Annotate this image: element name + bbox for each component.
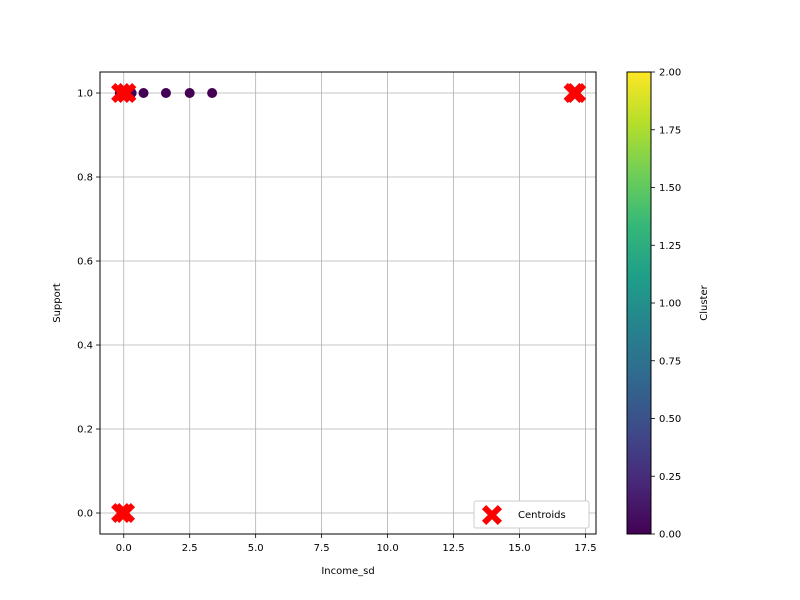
colorbar-tick-label: 1.50 bbox=[659, 183, 681, 194]
data-point bbox=[207, 88, 218, 98]
data-point bbox=[184, 88, 195, 98]
grid-lines bbox=[100, 72, 596, 534]
centroid-marker bbox=[116, 83, 137, 103]
y-tick-label: 0.8 bbox=[77, 173, 93, 184]
legend-centroid-marker bbox=[482, 505, 502, 525]
x-tick-label: 0.0 bbox=[116, 543, 132, 554]
data-point bbox=[138, 88, 149, 98]
legend: Centroids bbox=[473, 500, 590, 529]
y-tick-label: 0.0 bbox=[77, 509, 93, 520]
y-tick-label: 0.6 bbox=[77, 257, 93, 268]
colorbar-tick-label: 0.00 bbox=[659, 530, 681, 541]
x-tick-label: 7.5 bbox=[314, 543, 330, 554]
x-tick-label: 12.5 bbox=[442, 543, 464, 554]
colorbar-gradient bbox=[626, 71, 652, 535]
y-axis-label: Support bbox=[52, 283, 63, 323]
colorbar-tick-label: 1.25 bbox=[659, 241, 681, 252]
plot-area bbox=[100, 72, 596, 534]
x-tick-label: 17.5 bbox=[574, 543, 596, 554]
centroid-marker bbox=[111, 83, 132, 103]
colorbar-tick-label: 1.75 bbox=[659, 125, 681, 136]
y-tick-label: 0.4 bbox=[77, 341, 93, 352]
x-tick-label: 15.0 bbox=[508, 543, 530, 554]
data-point bbox=[160, 88, 171, 98]
y-axis-ticks: 0.0 0.2 0.4 0.6 0.8 1.0 bbox=[77, 89, 100, 520]
colorbar: 0.00 0.25 0.50 0.75 1.00 1.25 1.50 1.75 2.00 Clu… bbox=[626, 68, 710, 541]
legend-centroid-x bbox=[482, 505, 502, 525]
colorbar-tick-label: 2.00 bbox=[659, 68, 681, 79]
x-tick-label: 5.0 bbox=[248, 543, 264, 554]
y-tick-label: 1.0 bbox=[77, 89, 93, 100]
legend-box bbox=[473, 500, 590, 529]
colorbar-ticks: 0.00 0.25 0.50 0.75 1.00 1.25 1.50 1.75 2.00 bbox=[651, 68, 681, 541]
x-axis-label: Income_sd bbox=[321, 566, 374, 577]
colorbar-tick-label: 0.75 bbox=[659, 356, 681, 367]
plot-frame bbox=[99, 71, 597, 535]
colorbar-label: Cluster bbox=[699, 284, 710, 320]
colorbar-tick-label: 1.00 bbox=[659, 299, 681, 310]
legend-entry-centroids: Centroids bbox=[518, 510, 566, 521]
colorbar-tick-label: 0.50 bbox=[659, 414, 681, 425]
colorbar-tick-label: 0.25 bbox=[659, 472, 681, 483]
x-tick-label: 2.5 bbox=[182, 543, 198, 554]
x-axis-ticks: 0.0 2.5 5.0 7.5 10.0 12.5 15.0 17.5 bbox=[116, 534, 597, 554]
centroid-marker bbox=[566, 83, 587, 103]
centroid-markers bbox=[111, 83, 587, 523]
centroid-marker bbox=[115, 503, 136, 523]
x-tick-label: 10.0 bbox=[376, 543, 398, 554]
y-tick-label: 0.2 bbox=[77, 425, 93, 436]
